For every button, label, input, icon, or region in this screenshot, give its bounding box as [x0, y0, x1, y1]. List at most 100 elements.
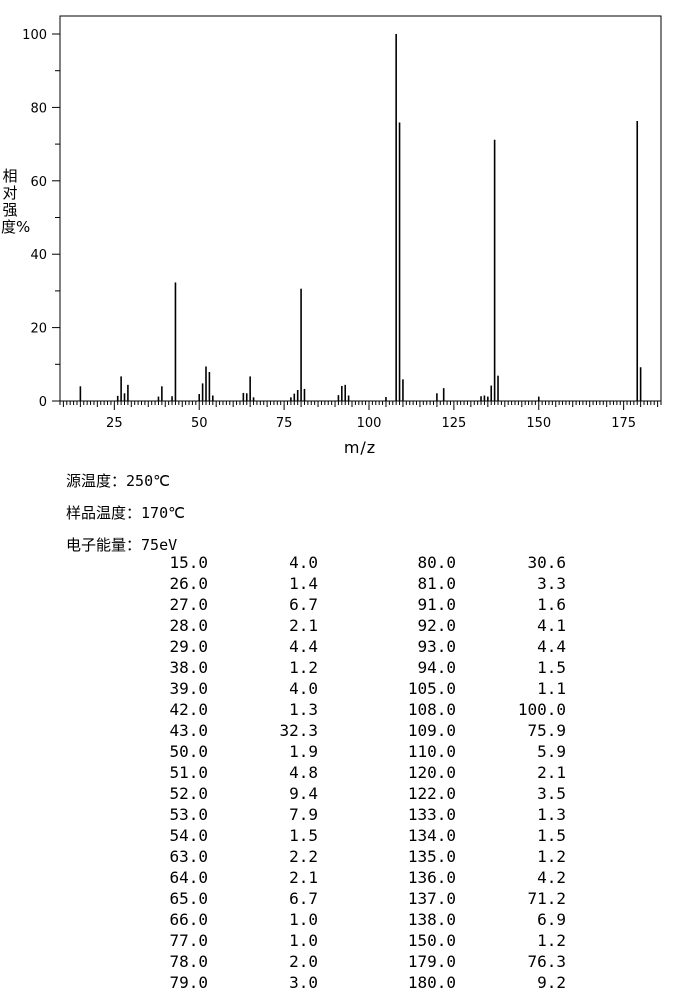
mz-cell: 54.0 — [169, 826, 208, 845]
table-row: 50.0 1.9 110.0 5.9 — [150, 741, 566, 762]
intensity-cell: 2.1 — [289, 868, 318, 887]
table-row: 79.0 3.0 180.0 9.2 — [150, 972, 566, 993]
intensity-cell: 1.6 — [537, 595, 566, 614]
intensity-cell: 3.0 — [289, 973, 318, 992]
mz-cell: 105.0 — [407, 679, 456, 698]
intensity-cell: 7.9 — [289, 805, 318, 824]
intensity-cell: 76.3 — [527, 952, 566, 971]
y-tick-label: 20 — [30, 322, 47, 337]
mz-cell: 38.0 — [169, 658, 208, 677]
table-row: 39.0 4.0 105.0 1.1 — [150, 678, 566, 699]
intensity-cell: 1.4 — [289, 574, 318, 593]
x-tick-label: 150 — [526, 416, 551, 431]
intensity-cell: 4.0 — [289, 553, 318, 572]
intensity-cell: 1.5 — [289, 826, 318, 845]
intensity-cell: 75.9 — [527, 721, 566, 740]
y-tick-label: 80 — [30, 101, 47, 116]
peak-list-body: 15.0 4.0 80.0 30.6 26.0 1.4 81.0 3.3 27.0 6.7 91.0… — [150, 552, 566, 993]
mz-cell: 179.0 — [407, 952, 456, 971]
mz-cell: 53.0 — [169, 805, 208, 824]
source-temperature-label: 源温度： — [66, 472, 127, 490]
x-tick-label: 50 — [191, 416, 208, 431]
intensity-cell: 1.5 — [537, 826, 566, 845]
mz-cell: 43.0 — [169, 721, 208, 740]
mz-cell: 15.0 — [169, 553, 208, 572]
mz-cell: 64.0 — [169, 868, 208, 887]
mass-spectrum-chart: 25 50 75 100 125 150 175 0 20 40 60 80 100 m/z — [22, 15, 662, 457]
intensity-cell: 3.3 — [537, 574, 566, 593]
table-row: 77.0 1.0 150.0 1.2 — [150, 930, 566, 951]
electron-energy: 电子能量：75eV — [66, 534, 177, 555]
electron-energy-value: 75eV — [141, 536, 178, 554]
x-tick-label: 175 — [611, 416, 636, 431]
mz-cell: 138.0 — [407, 910, 456, 929]
intensity-cell: 1.2 — [537, 931, 566, 950]
mz-cell: 150.0 — [407, 931, 456, 950]
y-axis-label: 相对强度% — [1, 167, 31, 236]
intensity-cell: 4.2 — [537, 868, 566, 887]
y-tick-label: 40 — [30, 248, 47, 263]
mz-cell: 91.0 — [417, 595, 456, 614]
x-tick-label: 125 — [441, 416, 466, 431]
table-row: 51.0 4.8 120.0 2.1 — [150, 762, 566, 783]
table-row: 43.0 32.3 109.0 75.9 — [150, 720, 566, 741]
mz-cell: 135.0 — [407, 847, 456, 866]
intensity-cell: 5.9 — [537, 742, 566, 761]
mz-cell: 63.0 — [169, 847, 208, 866]
mz-cell: 93.0 — [417, 637, 456, 656]
mz-cell: 51.0 — [169, 763, 208, 782]
x-tick-label: 25 — [106, 416, 123, 431]
intensity-cell: 1.0 — [289, 931, 318, 950]
mz-cell: 52.0 — [169, 784, 208, 803]
mz-cell: 77.0 — [169, 931, 208, 950]
intensity-cell: 71.2 — [527, 889, 566, 908]
table-row: 29.0 4.4 93.0 4.4 — [150, 636, 566, 657]
y-tick-label: 60 — [30, 175, 47, 190]
mz-cell: 26.0 — [169, 574, 208, 593]
x-axis-label: m/z — [344, 438, 376, 457]
mz-cell: 29.0 — [169, 637, 208, 656]
mz-cell: 134.0 — [407, 826, 456, 845]
mz-cell: 94.0 — [417, 658, 456, 677]
table-row: 53.0 7.9 133.0 1.3 — [150, 804, 566, 825]
y-tick-label: 100 — [22, 28, 47, 43]
intensity-cell: 4.4 — [537, 637, 566, 656]
mz-cell: 78.0 — [169, 952, 208, 971]
table-row: 65.0 6.7 137.0 71.2 — [150, 888, 566, 909]
mz-cell: 39.0 — [169, 679, 208, 698]
intensity-cell: 1.3 — [289, 700, 318, 719]
intensity-cell: 2.1 — [289, 616, 318, 635]
x-axis-ticks: 25 50 75 100 125 150 175 — [59, 401, 662, 431]
intensity-cell: 6.7 — [289, 889, 318, 908]
table-row: 15.0 4.0 80.0 30.6 — [150, 552, 566, 573]
x-tick-label: 100 — [357, 416, 382, 431]
table-row: 54.0 1.5 134.0 1.5 — [150, 825, 566, 846]
intensity-cell: 3.5 — [537, 784, 566, 803]
sample-temperature-label: 样品温度： — [66, 504, 142, 522]
intensity-cell: 2.0 — [289, 952, 318, 971]
intensity-cell: 1.2 — [289, 658, 318, 677]
peak-list-table: 15.0 4.0 80.0 30.6 26.0 1.4 81.0 3.3 27.0 6.7 91.0… — [150, 552, 566, 993]
table-row: 63.0 2.2 135.0 1.2 — [150, 846, 566, 867]
table-row: 78.0 2.0 179.0 76.3 — [150, 951, 566, 972]
intensity-cell: 2.2 — [289, 847, 318, 866]
mz-cell: 92.0 — [417, 616, 456, 635]
mz-cell: 133.0 — [407, 805, 456, 824]
electron-energy-label: 电子能量： — [66, 536, 142, 554]
table-row: 64.0 2.1 136.0 4.2 — [150, 867, 566, 888]
intensity-cell: 9.4 — [289, 784, 318, 803]
mz-cell: 137.0 — [407, 889, 456, 908]
table-row: 52.0 9.4 122.0 3.5 — [150, 783, 566, 804]
intensity-cell: 1.0 — [289, 910, 318, 929]
mz-cell: 50.0 — [169, 742, 208, 761]
intensity-cell: 100.0 — [517, 700, 566, 719]
source-temperature: 源温度：250℃ — [66, 470, 170, 491]
table-row: 27.0 6.7 91.0 1.6 — [150, 594, 566, 615]
table-row: 26.0 1.4 81.0 3.3 — [150, 573, 566, 594]
mz-cell: 27.0 — [169, 595, 208, 614]
mz-cell: 66.0 — [169, 910, 208, 929]
mz-cell: 110.0 — [407, 742, 456, 761]
y-tick-label: 0 — [39, 395, 47, 410]
y-axis-ticks: 0 20 40 60 80 100 — [22, 28, 60, 410]
mz-cell: 80.0 — [417, 553, 456, 572]
